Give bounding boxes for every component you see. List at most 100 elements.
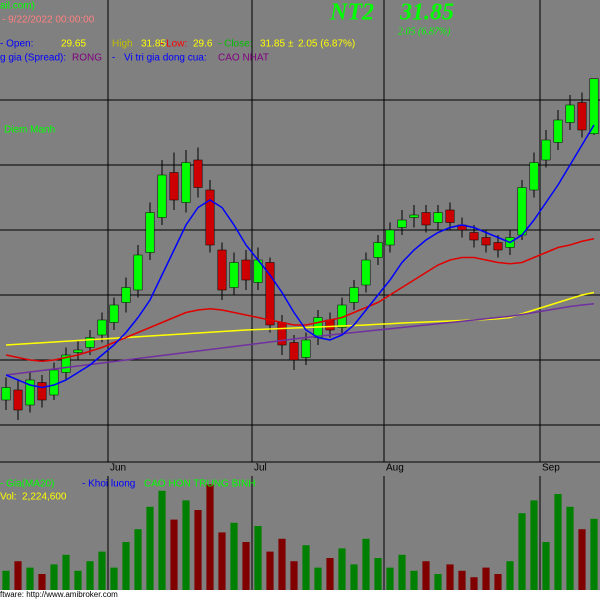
signal: Diem Manh (4, 125, 55, 136)
candle-body (217, 249, 227, 291)
volume-bar (458, 570, 466, 590)
vol-legend: - Gia(MA20) (0, 479, 54, 490)
price-panel (0, 0, 600, 462)
volume-bar (470, 577, 478, 590)
vol-legend: CAO HON TRUNG BINH (144, 479, 256, 490)
volume-bar (182, 500, 190, 590)
ticker: NT2 (329, 0, 374, 26)
separator: - (112, 53, 115, 64)
volume-bar (542, 542, 550, 590)
volume-bar (530, 500, 538, 590)
candle-body (109, 304, 119, 323)
volume-bar (422, 561, 430, 590)
close-position-label: Vi tri gia dong cua: (124, 53, 207, 64)
candle-body (277, 322, 287, 346)
candle-body (97, 319, 107, 336)
candle-body (409, 214, 419, 218)
candle-body (85, 337, 95, 348)
volume-bar (206, 484, 214, 590)
volume-bar (290, 561, 298, 590)
volume-bar (446, 564, 454, 590)
candle-body (121, 287, 131, 303)
volume-bar (194, 510, 202, 590)
moving-average (5, 303, 595, 376)
volume-bar (266, 551, 274, 590)
candle-body (589, 78, 599, 134)
volume-bar (110, 567, 118, 590)
candle-body (361, 259, 371, 286)
x-axis-band (0, 462, 600, 474)
volume-bar (494, 574, 502, 590)
volume-bar (86, 561, 94, 590)
moving-average (5, 124, 595, 389)
candle-body (397, 219, 407, 228)
volume-bar (14, 561, 22, 590)
candle-body (205, 189, 215, 246)
volume-bar (350, 564, 358, 590)
volume-bar (230, 522, 238, 590)
candle-body (433, 212, 443, 223)
moving-average (5, 238, 595, 363)
candle-body (37, 382, 47, 401)
volume-bar (578, 529, 586, 590)
candle-body (565, 104, 575, 123)
candle-body (229, 262, 239, 288)
x-tick-label: Sep (542, 463, 560, 474)
candle-body (169, 172, 179, 201)
vol-label: Vol: (0, 492, 17, 503)
candle-body (469, 232, 479, 241)
volume-bar (26, 567, 34, 590)
candle-body (157, 174, 167, 218)
candle-body (349, 287, 359, 303)
date: - 9/22/2022 00:00:00 (2, 15, 95, 26)
volume-bar (302, 545, 310, 590)
candle-body (517, 187, 527, 236)
x-tick-label: Jul (254, 463, 267, 474)
close-position-value: CAO NHAT (218, 53, 269, 64)
candle-body (133, 254, 143, 291)
volume-bar (314, 567, 322, 590)
vol-readout: 2,224,600 (22, 492, 67, 503)
candle-body (577, 102, 587, 131)
candle-body (481, 237, 491, 246)
candle-body (325, 319, 335, 331)
low-label: - Low: (160, 39, 187, 50)
volume-bar (506, 561, 514, 590)
volume-bar (410, 570, 418, 590)
vol-legend: - Khoi luong (82, 479, 135, 490)
volume-bar (434, 574, 442, 590)
candle-body (13, 389, 23, 411)
moving-average (5, 291, 595, 346)
volume-bar (158, 490, 166, 590)
candle-body (49, 369, 59, 396)
volume-bar (2, 570, 10, 590)
candle-body (61, 354, 71, 373)
volume-bar (590, 518, 598, 590)
change: 2.05 (6.87%) (398, 26, 451, 37)
volume-bar (374, 558, 382, 590)
volume-bar (326, 558, 334, 590)
close-label: - Close: (218, 39, 252, 50)
high-label: High (112, 39, 133, 50)
volume-bar (386, 567, 394, 590)
volume-bar (242, 542, 250, 590)
close-change: 2.05 (6.87%) (298, 39, 355, 50)
plus-minus: ± (288, 39, 294, 50)
candle-body (445, 209, 455, 223)
volume-bar (98, 551, 106, 590)
volume-bar (62, 554, 70, 590)
candle-body (493, 242, 503, 251)
volume-bar (398, 554, 406, 590)
volume-bar (338, 548, 346, 590)
candle-body (193, 159, 203, 188)
volume-bar (518, 513, 526, 590)
open-label: - Open: (0, 39, 33, 50)
spread-value: RONG (72, 53, 102, 64)
volume-bar (362, 538, 370, 590)
x-tick-label: Aug (386, 463, 404, 474)
candle-body (529, 162, 539, 191)
candle-body (301, 339, 311, 358)
volume-bar (122, 542, 130, 590)
